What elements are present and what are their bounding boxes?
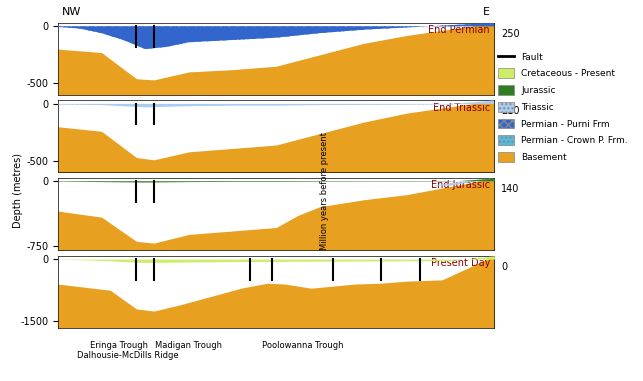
Text: End Jurassic: End Jurassic xyxy=(431,180,490,190)
Text: 210: 210 xyxy=(501,106,520,116)
Text: Madigan Trough: Madigan Trough xyxy=(156,341,222,350)
Text: End Permian: End Permian xyxy=(428,25,490,35)
Text: Million years before present: Million years before present xyxy=(320,131,329,250)
Text: Depth (metres): Depth (metres) xyxy=(13,153,23,228)
Text: 250: 250 xyxy=(501,29,520,38)
Text: Poolowanna Trough: Poolowanna Trough xyxy=(262,341,343,350)
Text: Eringa Trough: Eringa Trough xyxy=(90,341,148,350)
Text: NW: NW xyxy=(62,7,82,17)
Text: 140: 140 xyxy=(501,184,520,194)
Text: End Triassic: End Triassic xyxy=(433,102,490,113)
Text: 0: 0 xyxy=(501,261,507,272)
Text: E: E xyxy=(483,7,490,17)
Text: Dalhousie-McDills Ridge: Dalhousie-McDills Ridge xyxy=(77,351,179,360)
Text: Present Day: Present Day xyxy=(431,258,490,268)
Legend: Fault, Cretaceous - Present, Jurassic, Triassic, Permian - Purni Frm, Permian - : Fault, Cretaceous - Present, Jurassic, T… xyxy=(494,48,631,166)
